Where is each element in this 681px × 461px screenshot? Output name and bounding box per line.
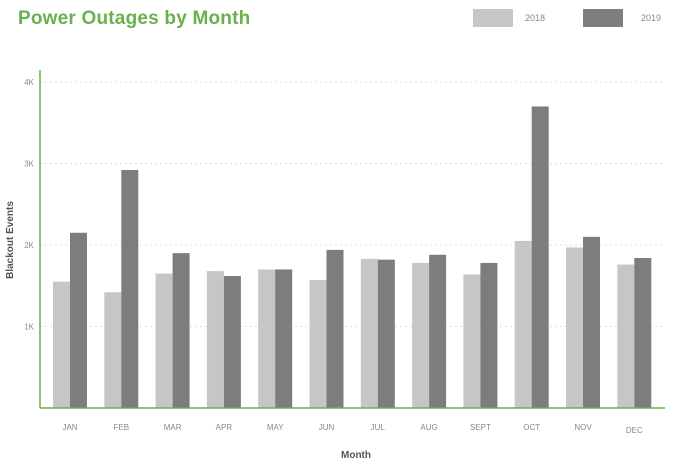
x-tick-label: JUL	[371, 423, 386, 432]
legend-label-2018: 2018	[525, 13, 546, 23]
legend-label-2019: 2019	[641, 13, 662, 23]
x-tick-label: FEB	[114, 423, 130, 432]
bar-2018-jul	[360, 258, 378, 408]
legend-swatch-2019	[583, 9, 623, 27]
legend-item-2018: 2018	[473, 9, 563, 27]
y-tick-label: 3K	[24, 160, 34, 169]
y-tick-label: 4K	[24, 78, 34, 87]
y-tick-label: 2K	[24, 241, 34, 250]
bar-2018-feb	[104, 292, 122, 408]
x-tick-label: OCT	[523, 423, 540, 432]
bar-2019-mar	[172, 253, 190, 408]
legend-swatch-2018	[473, 9, 513, 27]
bar-2018-dec	[617, 264, 635, 408]
x-tick-label: JUN	[319, 423, 335, 432]
bar-2019-apr	[223, 275, 241, 408]
x-tick-label: DEC	[626, 426, 643, 435]
bar-2019-aug	[429, 254, 447, 408]
bar-2018-sept	[463, 274, 481, 408]
bar-2019-sept	[480, 262, 498, 408]
bar-2018-aug	[412, 262, 430, 408]
bar-2018-nov	[566, 247, 583, 408]
y-axis-label: Blackout Events	[5, 201, 16, 279]
bar-2019-feb	[121, 170, 139, 408]
x-tick-label: JAN	[62, 423, 77, 432]
x-tick-label: MAR	[164, 423, 182, 432]
x-tick-label: APR	[216, 423, 233, 432]
bar-2019-jan	[70, 232, 87, 408]
bar-2019-dec	[634, 258, 652, 408]
chart-title: Power Outages by Month	[18, 8, 251, 29]
bar-2018-jun	[309, 280, 327, 408]
x-tick-label: NOV	[574, 423, 592, 432]
x-axis-label: Month	[341, 450, 371, 461]
bar-2019-jul	[377, 259, 395, 408]
bar-2019-oct	[531, 106, 549, 408]
bar-2019-may	[275, 269, 293, 408]
bar-2018-mar	[155, 273, 173, 408]
x-tick-label: MAY	[267, 423, 284, 432]
legend-item-2019: 2019	[583, 9, 673, 27]
x-tick-label: AUG	[420, 423, 437, 432]
x-tick-label: SEPT	[470, 423, 491, 432]
bar-2018-jan	[53, 281, 70, 408]
bar-2018-may	[258, 269, 276, 408]
y-tick-label: 1K	[24, 323, 34, 332]
bar-2018-apr	[206, 271, 224, 408]
bar-2018-oct	[514, 240, 532, 408]
bar-2019-nov	[583, 236, 600, 408]
bar-2019-jun	[326, 249, 344, 408]
